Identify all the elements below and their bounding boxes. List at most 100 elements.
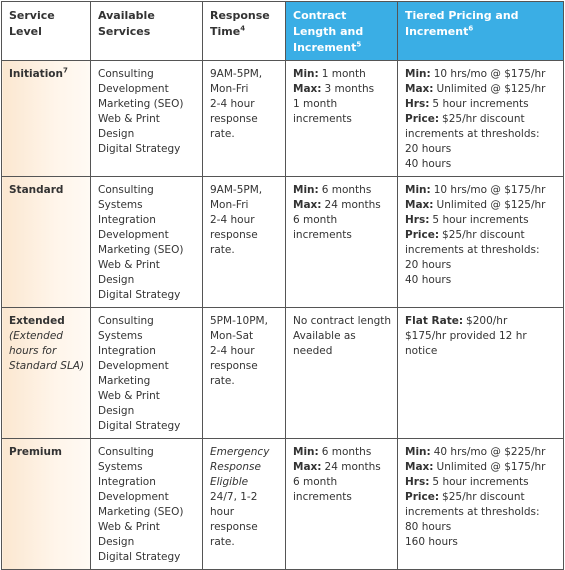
response-cell: Emergency Response Eligible 24/7, 1-2 hou… [202,438,286,570]
service: Marketing [98,375,151,387]
line-label: Max: [405,83,434,95]
line-label: Hrs: [405,476,430,488]
line-text: 2-4 hour response rate. [210,98,258,140]
cell-line: Max: Unlimited @ $175/hr [405,460,558,475]
header-cell: Available Services [90,1,203,61]
cell-line: Price: $25/hr discount increments at thre… [405,228,558,258]
line-text: 1 month [321,68,366,80]
line-text: $25/hr discount increments at thresholds… [405,229,540,256]
cell-line: 20 hours [405,258,558,273]
service: Development [98,229,169,241]
cell-line: 40 hours [405,273,558,288]
table-row: Premium Consulting Systems Integration Deve… [1,438,564,570]
header-text: Contract Length and Increment [293,9,364,54]
line-text: $175/hr provided 12 hr notice [405,330,527,357]
service: Digital Strategy [98,420,181,432]
line-text: 6 months [321,446,372,458]
service: Digital Strategy [98,551,181,563]
level-name: Premium [9,446,62,458]
cell-line: 2-4 hour response rate. [210,97,280,142]
contract-cell: No contract length Available as needed [285,307,398,439]
line-label: Max: [293,199,322,211]
cell-line: Min: 6 months [293,445,392,460]
header-cell: Tiered Pricing and Increment6 [397,1,564,61]
line-text: 24/7, 1-2 hour response rate. [210,491,258,548]
line-label: Max: [405,461,434,473]
response-cell: 9AM-5PM, Mon-Fri 2-4 hour response rate. [202,60,286,177]
level-text: Standard [9,184,64,196]
header-text: Response Time [210,9,270,38]
cell-line: 2-4 hour response rate. [210,213,280,258]
cell-line: Max: 3 months [293,82,392,97]
service: Web & Print Design [98,390,160,417]
line-label: Max: [405,199,434,211]
line-text: 5PM-10PM, Mon-Sat [210,315,268,342]
cell-line: Min: 6 months [293,183,392,198]
line-text: 2-4 hour response rate. [210,345,258,387]
service: Development [98,360,169,372]
line-text: 5 hour increments [432,98,529,110]
pricing-cell: Min: 10 hrs/mo @ $175/hr Max: Unlimited @ $… [397,60,564,177]
cell-line: Flat Rate: $200/hr [405,314,558,329]
line-text: 9AM-5PM, Mon-Fri [210,184,263,211]
cell-line: Min: 1 month [293,67,392,82]
header-cell: Response Time4 [202,1,286,61]
service: Digital Strategy [98,289,181,301]
line-label: Min: [293,446,319,458]
service: Marketing (SEO) [98,98,184,110]
header-text: Service Level [9,9,55,38]
service: Systems Integration [98,461,156,488]
service: Web & Print Design [98,521,160,548]
line-text: Unlimited @ $125/hr [436,199,546,211]
service: Web & Print Design [98,113,160,140]
cell-line: 6 month increments [293,475,392,505]
line-text: 3 months [324,83,375,95]
service: Systems Integration [98,199,156,226]
cell-line: Max: Unlimited @ $125/hr [405,82,558,97]
line-text: 1 month increments [293,98,352,125]
line-label: Min: [293,68,319,80]
line-text: Available as needed [293,330,356,357]
cell-line: 2-4 hour response rate. [210,344,280,389]
cell-line: 40 hours [405,157,558,172]
table-row: Standard Consulting Systems Integration Dev… [1,176,564,308]
footnote-ref: 6 [468,24,474,33]
cell-line: Price: $25/hr discount increments at thre… [405,490,558,520]
line-text: 6 month increments [293,476,352,503]
services-cell: Consulting Development Marketing (SEO) Web … [90,60,203,177]
line-text: Emergency Response Eligible [210,446,270,488]
line-label: Min: [293,184,319,196]
response-cell: 9AM-5PM, Mon-Fri 2-4 hour response rate. [202,176,286,308]
service: Consulting [98,446,154,458]
cell-line: 5PM-10PM, Mon-Sat [210,314,280,344]
cell-line: 9AM-5PM, Mon-Fri [210,67,280,97]
level-text: Premium [9,446,62,458]
line-label: Price: [405,229,440,241]
footnote-ref: 5 [356,40,362,49]
line-label: Min: [405,446,431,458]
line-text: No contract length [293,315,392,327]
line-text: 5 hour increments [432,476,529,488]
line-text: 10 hrs/mo @ $175/hr [433,184,546,196]
line-label: Max: [293,461,322,473]
service: Systems Integration [98,330,156,357]
level-name: Initiation7 [9,67,68,80]
service-level-cell: Premium [1,438,91,570]
service-level-cell: Standard [1,176,91,308]
service: Development [98,491,169,503]
line-text: $200/hr [466,315,508,327]
service-level-cell: Extended (Extended hours for Standard SLA… [1,307,91,439]
cell-line: 9AM-5PM, Mon-Fri [210,183,280,213]
services-cell: Consulting Systems Integration Development… [90,438,203,570]
pricing-cell: Min: 10 hrs/mo @ $175/hr Max: Unlimited @ $… [397,176,564,308]
line-text: 20 hours [405,259,452,271]
cell-line: Emergency Response Eligible [210,445,280,490]
services-cell: Consulting Systems Integration Development… [90,307,203,439]
service: Marketing (SEO) [98,506,184,518]
line-label: Max: [293,83,322,95]
cell-line: 24/7, 1-2 hour response rate. [210,490,280,550]
table-row: Extended (Extended hours for Standard SLA… [1,307,564,439]
cell-line: Available as needed [293,329,392,359]
service: Consulting [98,184,154,196]
